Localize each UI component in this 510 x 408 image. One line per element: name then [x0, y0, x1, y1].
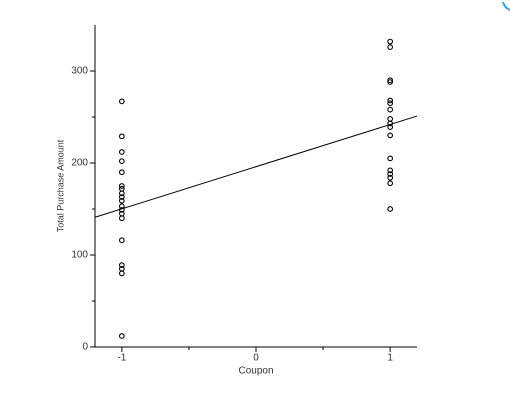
point: [118, 149, 125, 155]
point: [387, 100, 394, 107]
point: [387, 97, 394, 104]
point: [387, 155, 394, 162]
point: [387, 167, 394, 174]
point: [118, 133, 125, 140]
point: [118, 158, 125, 165]
point: [118, 262, 125, 268]
y-axis-label: Total Purchase Amount: [55, 139, 65, 232]
point: [387, 124, 394, 130]
point: [387, 180, 394, 187]
x-tick-label: 0: [253, 353, 259, 364]
point: [387, 77, 394, 84]
point: [387, 174, 394, 181]
point: [118, 203, 125, 210]
point: [387, 171, 394, 177]
point: [118, 270, 125, 277]
point: [387, 79, 394, 85]
point: [118, 183, 125, 189]
point: [387, 115, 394, 122]
point: [118, 215, 125, 222]
point: [118, 98, 125, 105]
point: [118, 169, 125, 176]
point: [387, 120, 394, 127]
x-tick-label: -1: [117, 353, 126, 364]
point: [387, 132, 394, 139]
y-tick-label: 300: [71, 66, 88, 77]
point: [387, 38, 394, 45]
point: [118, 237, 125, 244]
point: [118, 333, 125, 339]
x-axis-label: Coupon: [238, 366, 273, 377]
point: [118, 194, 125, 200]
fit-line: [94, 115, 418, 218]
x-tick-label: 1: [387, 353, 393, 364]
y-tick-label: 100: [71, 250, 88, 261]
y-tick-label: 0: [82, 342, 88, 353]
point: [118, 207, 125, 213]
y-tick-label: 200: [71, 158, 88, 169]
point: [118, 190, 125, 197]
corner-icon: [502, 1, 510, 11]
point: [118, 197, 125, 204]
point: [387, 44, 394, 50]
point: [387, 206, 394, 212]
point: [387, 106, 394, 113]
